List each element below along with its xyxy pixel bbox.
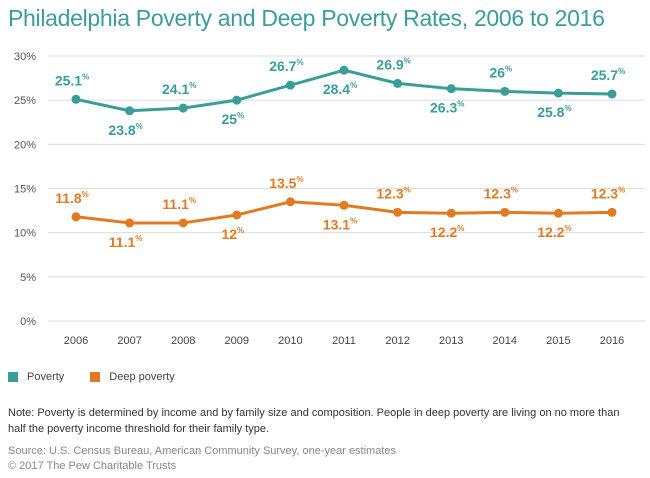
- deep-poverty-point: [339, 200, 349, 210]
- poverty-data-label: 25.1%: [55, 72, 89, 88]
- deep-poverty-point: [500, 207, 510, 217]
- deep-poverty-point: [232, 210, 242, 220]
- deep-poverty-data-label: 13.1%: [323, 216, 357, 232]
- y-tick-label: 15%: [14, 184, 36, 196]
- chart-title: Philadelphia Poverty and Deep Poverty Ra…: [8, 5, 605, 31]
- legend: Poverty Deep poverty: [8, 371, 175, 383]
- source-text: Source: U.S. Census Bureau, American Com…: [8, 445, 397, 457]
- legend-item-poverty: Poverty: [8, 371, 64, 383]
- poverty-data-label: 25.7%: [591, 67, 625, 83]
- legend-item-deep-poverty: Deep poverty: [90, 371, 175, 383]
- deep-poverty-point: [607, 207, 617, 217]
- x-tick-label: 2007: [117, 335, 141, 347]
- poverty-data-label: 25.8%: [537, 104, 571, 120]
- deep-poverty-point: [553, 208, 563, 218]
- y-tick-label: 10%: [14, 228, 36, 240]
- poverty-point: [446, 84, 456, 94]
- source-block: Source: U.S. Census Bureau, American Com…: [8, 444, 396, 474]
- poverty-point: [178, 103, 188, 113]
- deep-poverty-data-label: 11.1%: [162, 196, 196, 212]
- poverty-point: [285, 80, 295, 90]
- poverty-data-label: 23.8%: [108, 122, 142, 138]
- x-tick-label: 2016: [600, 335, 624, 347]
- poverty-point: [500, 86, 510, 96]
- poverty-point: [71, 94, 81, 104]
- deep-poverty-data-label: 12.2%: [430, 224, 464, 240]
- deep-poverty-point: [446, 208, 456, 218]
- poverty-point: [607, 89, 617, 99]
- deep-poverty-data-label: 11.1%: [109, 234, 143, 250]
- y-tick-label: 30%: [14, 51, 36, 63]
- poverty-data-label: 26.3%: [430, 100, 464, 116]
- poverty-data-label: 26.9%: [376, 56, 410, 72]
- deep-poverty-point: [393, 207, 403, 217]
- x-tick-label: 2014: [493, 335, 517, 347]
- x-tick-label: 2010: [278, 335, 302, 347]
- x-tick-label: 2006: [64, 335, 88, 347]
- y-tick-label: 5%: [20, 272, 36, 284]
- x-tick-label: 2012: [385, 335, 409, 347]
- poverty-data-label: 28.4%: [323, 81, 357, 97]
- poverty-point: [232, 95, 242, 105]
- poverty-point: [553, 88, 563, 98]
- deep-poverty-data-label: 12%: [221, 226, 244, 242]
- deep-poverty-data-label: 11.8%: [55, 190, 89, 206]
- line-chart: 0% 5% 10% 15% 20% 25% 30% 2006 2007 2008 2009 2010 2…: [14, 51, 645, 347]
- poverty-data-label: 24.1%: [162, 81, 196, 97]
- deep-poverty-point: [285, 197, 295, 207]
- poverty-point: [393, 78, 403, 88]
- y-tick-label: 20%: [14, 139, 36, 151]
- x-tick-label: 2015: [546, 335, 570, 347]
- poverty-data-label: 26.7%: [269, 58, 303, 74]
- legend-label-deep-poverty: Deep poverty: [109, 371, 175, 383]
- x-tick-label: 2011: [332, 335, 356, 347]
- poverty-point: [125, 106, 135, 116]
- y-tick-label: 0%: [20, 316, 36, 328]
- poverty-point: [339, 65, 349, 75]
- legend-label-poverty: Poverty: [27, 371, 65, 383]
- deep-poverty-data-label: 12.3%: [591, 185, 625, 201]
- y-tick-label: 25%: [14, 95, 36, 107]
- footnote: Note: Poverty is determined by income an…: [8, 407, 620, 435]
- x-tick-label: 2009: [225, 335, 249, 347]
- deep-poverty-data-label: 12.2%: [537, 224, 571, 240]
- legend-swatch-deep-poverty: [90, 372, 101, 382]
- deep-poverty-point: [125, 218, 135, 228]
- deep-poverty-point: [71, 212, 81, 222]
- poverty-data-label: 25%: [221, 111, 244, 127]
- deep-poverty-point: [178, 218, 188, 228]
- deep-poverty-data-label: 12.3%: [376, 185, 410, 201]
- poverty-data-label: 26%: [489, 64, 512, 80]
- x-tick-label: 2013: [439, 335, 463, 347]
- x-tick-label: 2008: [171, 335, 195, 347]
- legend-swatch-poverty: [8, 372, 18, 382]
- deep-poverty-data-label: 12.3%: [484, 185, 518, 201]
- copyright-text: © 2017 The Pew Charitable Trusts: [8, 460, 177, 472]
- deep-poverty-data-label: 13.5%: [269, 175, 303, 191]
